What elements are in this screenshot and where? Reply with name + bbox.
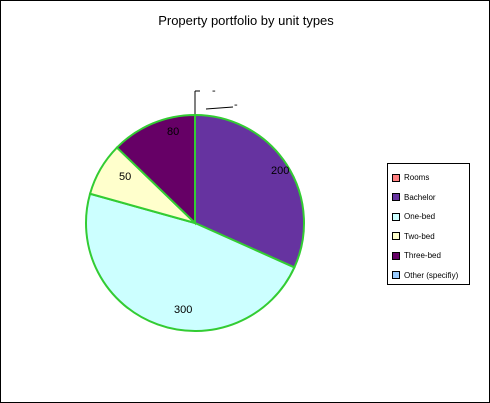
legend-label-three-bed: Three-bed [404,251,441,261]
data-label-one-bed: 300 [174,304,192,316]
legend-swatch-bachelor [392,193,400,202]
legend-item-two-bed: Two-bed [388,227,469,247]
data-label-rooms: - [212,85,216,97]
data-label-bachelor: 200 [271,165,289,177]
chart-title: Property portfolio by unit types [158,13,334,28]
pie-slice-one-bed [85,192,296,332]
pie-slice-three-bed [115,113,196,226]
pie-slice-bachelor [194,113,305,269]
legend-swatch-two-bed [392,232,400,241]
leader-line-other-specifiy [205,106,234,110]
legend: Rooms Bachelor One-bed Two-bed Three-bed Othe… [387,163,470,285]
legend-item-one-bed: One-bed [388,207,469,227]
data-label-two-bed: 50 [119,171,131,183]
legend-label-bachelor: Bachelor [404,192,436,202]
data-label-other-specifiy: - [234,99,238,111]
legend-label-one-bed: One-bed [404,212,436,222]
legend-item-other-specifiy: Other (specifiy) [388,266,469,286]
legend-label-other-specifiy: Other (specifiy) [404,270,459,280]
legend-item-bachelor: Bachelor [388,188,469,208]
legend-swatch-three-bed [392,251,400,260]
legend-swatch-one-bed [392,212,400,221]
legend-item-rooms: Rooms [388,168,469,188]
legend-item-three-bed: Three-bed [388,246,469,266]
legend-label-two-bed: Two-bed [404,231,435,241]
data-label-three-bed: 80 [167,126,179,138]
legend-label-rooms: Rooms [404,173,430,183]
legend-swatch-other-specifiy [392,271,400,280]
legend-swatch-rooms [392,173,400,182]
